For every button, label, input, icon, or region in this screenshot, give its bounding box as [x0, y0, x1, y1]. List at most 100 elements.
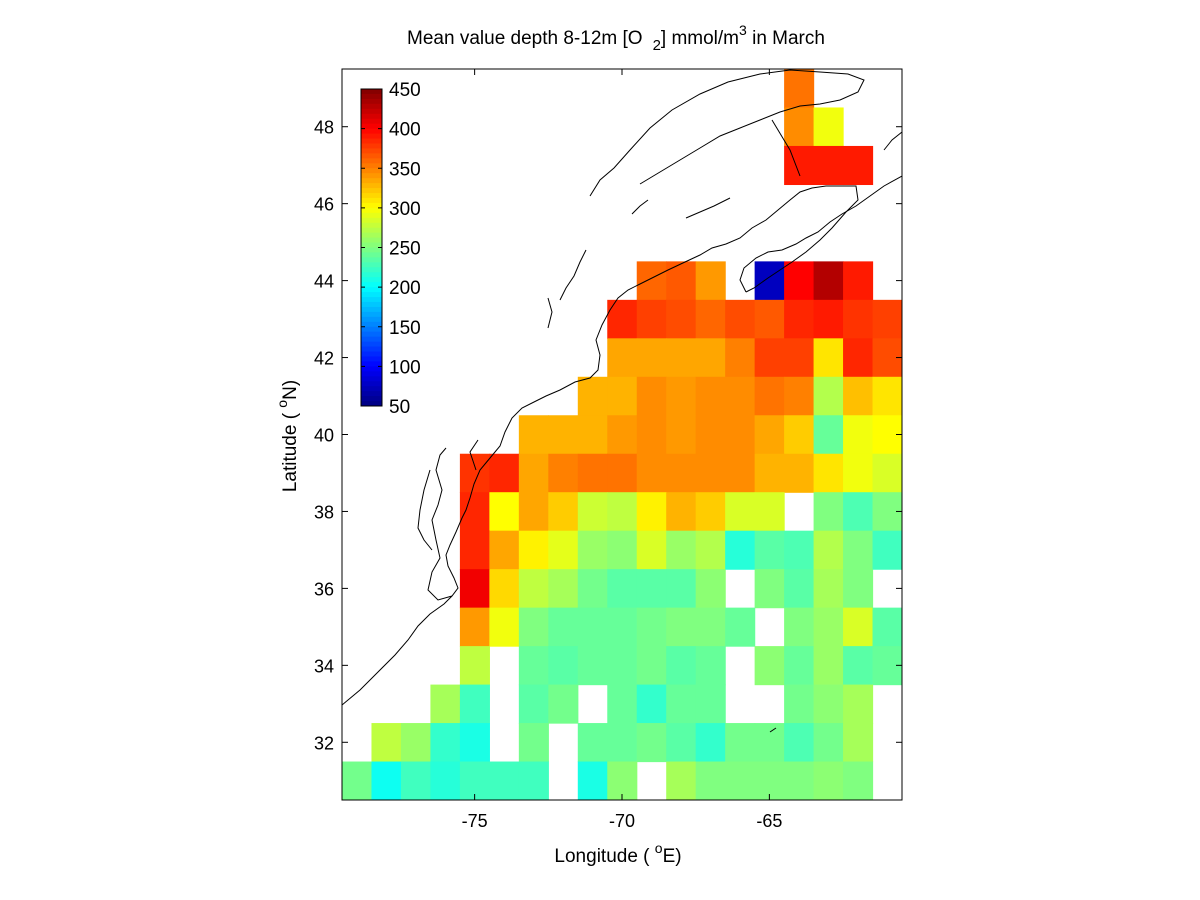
heatmap-cell	[843, 492, 874, 532]
heatmap-cell	[489, 492, 520, 532]
heatmap-cell	[518, 453, 549, 493]
heatmap-cell	[784, 723, 815, 763]
colorbar-segment	[361, 292, 382, 298]
heatmap-cell	[371, 800, 401, 839]
heatmap-cell	[813, 299, 844, 339]
heatmap-cell	[784, 299, 815, 339]
y-tick-label: 36	[314, 579, 334, 599]
colorbar-segment	[361, 202, 382, 209]
heatmap-cell	[843, 761, 874, 800]
heatmap-cell	[725, 530, 756, 570]
colorbar-segment	[361, 163, 382, 169]
heatmap-cell	[695, 646, 726, 686]
heatmap-cell	[548, 607, 579, 647]
heatmap-cell	[725, 415, 756, 455]
heatmap-cell	[548, 415, 579, 455]
heatmap-cell	[873, 800, 903, 839]
heatmap-cell	[607, 492, 638, 532]
colorbar-segment	[361, 311, 382, 318]
colorbar-segment	[361, 227, 382, 234]
heatmap-cell	[843, 569, 874, 609]
heatmap-cell	[725, 838, 755, 877]
heatmap-cell	[813, 607, 844, 647]
heatmap-cell	[813, 646, 844, 686]
heatmap-cell	[725, 492, 756, 532]
chart-title: Mean value depth 8-12m [O 2] mmol/m3 in M…	[407, 22, 825, 54]
heatmap-cell	[577, 761, 608, 800]
heatmap-cell	[518, 492, 549, 532]
heatmap-cell	[666, 453, 697, 493]
heatmap-cell	[637, 800, 667, 839]
heatmap-cell	[636, 684, 667, 724]
heatmap-cell	[518, 530, 549, 570]
heatmap-cell	[518, 723, 549, 763]
heatmap-cell	[784, 376, 815, 416]
colorbar-tick-label: 450	[389, 80, 421, 101]
heatmap-cell	[872, 607, 902, 647]
colorbar-segment	[361, 297, 382, 303]
heatmap-cell	[784, 646, 815, 686]
y-tick-label: 42	[314, 349, 334, 369]
colorbar-tick-label: 250	[389, 239, 421, 260]
heatmap-cell	[548, 684, 579, 724]
colorbar-segment	[361, 356, 382, 362]
heatmap-cell	[813, 376, 844, 416]
colorbar-segment	[361, 316, 382, 323]
colorbar-segment	[361, 351, 382, 357]
heatmap-cell	[754, 299, 785, 339]
heatmap-cell	[754, 338, 785, 378]
heatmap-cell	[754, 415, 785, 455]
heatmap-cell	[813, 145, 844, 186]
heatmap-cell	[607, 761, 638, 800]
heatmap-cell	[725, 607, 756, 647]
heatmap-cell	[636, 338, 667, 378]
colorbar-segment	[361, 89, 382, 95]
heatmap-cell	[872, 299, 902, 339]
heatmap-cell	[695, 530, 726, 570]
heatmap-cell	[518, 761, 549, 800]
heatmap-cell	[813, 569, 844, 609]
colorbar-segment	[361, 396, 382, 402]
heatmap-cell	[489, 569, 520, 609]
heatmap-cell	[784, 800, 814, 839]
heatmap-cell	[666, 607, 697, 647]
heatmap-cell	[695, 261, 726, 301]
heatmap-cell	[784, 569, 815, 609]
heatmap-cell	[518, 569, 549, 609]
heatmap-cell	[754, 723, 785, 763]
heatmap-cell	[843, 646, 874, 686]
colorbar-tick-label: 150	[389, 318, 421, 339]
heatmap-cell	[400, 761, 432, 800]
colorbar-segment	[361, 247, 382, 253]
x-tick-label: -75	[462, 811, 488, 831]
heatmap-cell	[636, 415, 667, 455]
y-tick-label: 34	[314, 656, 334, 676]
heatmap-cell	[607, 530, 638, 570]
heatmap-cell	[784, 607, 815, 647]
heatmap-cell	[754, 453, 785, 493]
colorbar-segment	[361, 178, 382, 184]
colorbar-segment	[361, 128, 382, 135]
heatmap-cell	[843, 453, 874, 493]
colorbar-segment	[361, 361, 382, 367]
colorbar-segment	[361, 386, 382, 392]
heatmap-cell	[607, 415, 638, 455]
colorbar-segment	[361, 113, 382, 120]
heatmap-cell	[754, 569, 785, 609]
heatmap-cell	[695, 492, 726, 532]
heatmap-cell	[843, 299, 874, 339]
heatmap-cell	[459, 723, 490, 763]
heatmap-cell	[784, 69, 815, 109]
heatmap-cell	[754, 646, 785, 686]
heatmap-cell	[666, 338, 697, 378]
colorbar-segment	[361, 158, 382, 164]
heatmap-cell	[636, 646, 667, 686]
heatmap-cell	[577, 646, 608, 686]
colorbar-segment	[361, 232, 382, 239]
heatmap-cell	[578, 800, 608, 839]
heatmap-cell	[636, 453, 667, 493]
heatmap-cell	[813, 261, 844, 301]
colorbar-segment	[361, 242, 382, 248]
heatmap-cell	[695, 761, 726, 800]
heatmap-cell	[489, 530, 520, 570]
